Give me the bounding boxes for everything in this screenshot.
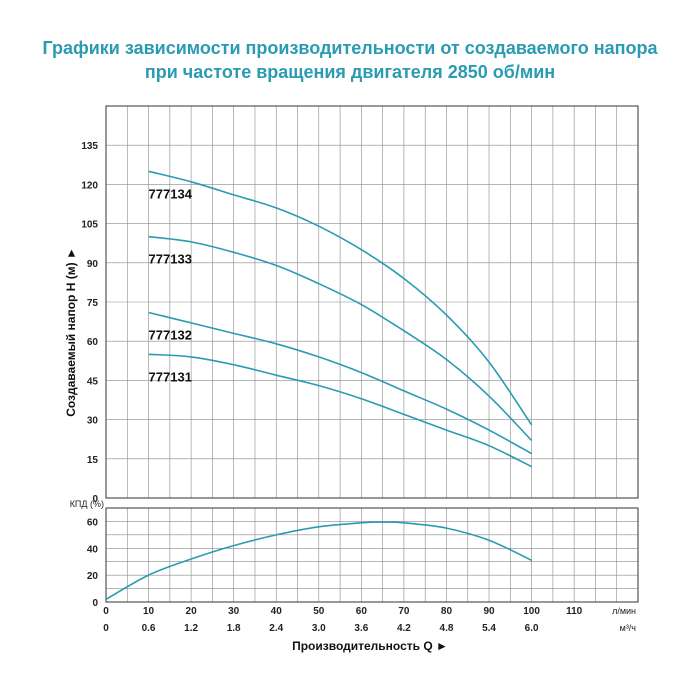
y-tick-label: 0 [92, 494, 98, 505]
curve-777133 [148, 235, 533, 442]
curve-777131 [148, 353, 532, 468]
x-unit-m3h: м³/ч [620, 623, 637, 633]
series-label-777131: 777131 [149, 369, 192, 384]
series-label-777134: 777134 [149, 186, 193, 201]
efficiency-y-tick-label: 40 [87, 544, 99, 555]
x-tick-label-m3h: 1.2 [184, 623, 198, 634]
chart-title-line2: при частоте вращения двигателя 2850 об/м… [144, 62, 556, 82]
x-tick-label-lmin: 20 [186, 606, 198, 617]
y-tick-label: 60 [87, 337, 99, 348]
efficiency-y-tick-label: 20 [87, 571, 99, 582]
y-tick-label: 90 [87, 259, 99, 270]
x-tick-label-m3h: 3.0 [312, 623, 326, 634]
y-tick-label: 30 [87, 416, 99, 427]
chart-title-line1: Графики зависимости производительности о… [42, 38, 658, 58]
y-tick-label: 135 [81, 141, 98, 152]
series-label-777133: 777133 [149, 252, 192, 267]
curve-777134 [148, 170, 533, 426]
x-axis-label: Производительность Q ► [292, 639, 448, 653]
efficiency-curve [105, 521, 532, 600]
x-tick-label-m3h: 3.6 [354, 623, 368, 634]
x-tick-label-lmin: 50 [313, 606, 325, 617]
efficiency-plot-frame [105, 507, 639, 603]
curve-777132 [148, 311, 532, 455]
x-tick-label-lmin: 80 [441, 606, 453, 617]
efficiency-axis-label: КПД (%) [70, 499, 104, 509]
y-tick-label: 105 [81, 220, 98, 231]
x-unit-lmin: л/мин [612, 606, 636, 616]
y-axis-label: Создаваемый напор H (м) ► [64, 247, 78, 417]
series-label-777132: 777132 [149, 327, 192, 342]
efficiency-y-tick-label: 0 [92, 598, 98, 609]
x-tick-label-m3h: 4.8 [440, 623, 454, 634]
x-tick-label-m3h: 4.2 [397, 623, 411, 634]
main-plot-frame [105, 105, 639, 499]
y-tick-label: 45 [87, 376, 99, 387]
x-tick-label-m3h: 5.4 [482, 623, 496, 634]
x-tick-label-m3h: 0.6 [142, 623, 156, 634]
x-tick-label-m3h: 2.4 [269, 623, 283, 634]
efficiency-y-tick-label: 60 [87, 517, 99, 528]
x-tick-label-m3h: 6.0 [525, 623, 539, 634]
x-tick-label-m3h: 0 [103, 623, 109, 634]
x-tick-label-m3h: 1.8 [227, 623, 241, 634]
x-tick-label-lmin: 100 [523, 606, 540, 617]
y-tick-label: 15 [87, 455, 99, 466]
x-tick-label-lmin: 70 [398, 606, 410, 617]
x-tick-label-lmin: 0 [103, 606, 109, 617]
x-tick-label-lmin: 90 [483, 606, 495, 617]
y-tick-label: 75 [87, 298, 99, 309]
x-tick-label-lmin: 60 [356, 606, 368, 617]
y-tick-label: 120 [81, 180, 98, 191]
x-tick-label-lmin: 30 [228, 606, 240, 617]
x-tick-label-lmin: 40 [271, 606, 283, 617]
x-tick-label-lmin: 110 [566, 606, 583, 617]
x-tick-label-lmin: 10 [143, 606, 155, 617]
